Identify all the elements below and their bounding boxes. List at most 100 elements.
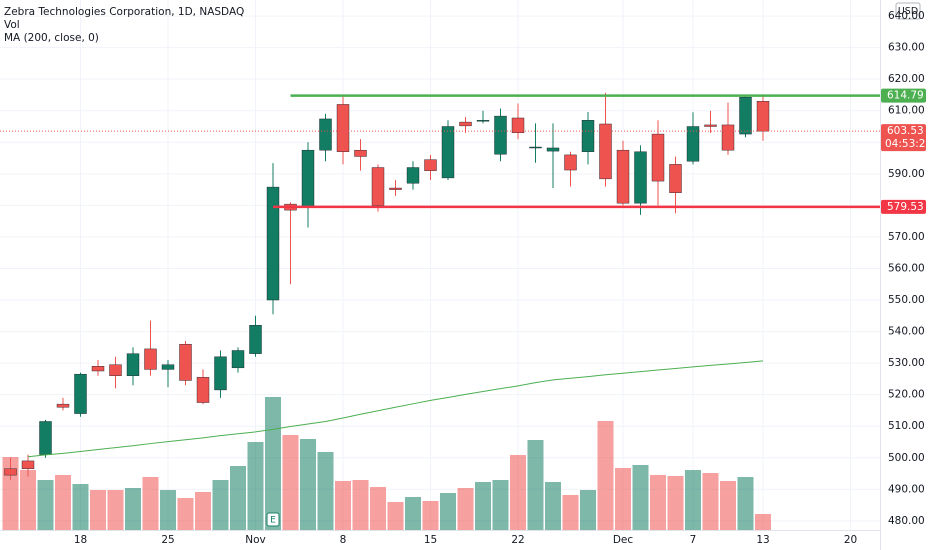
- y-tick-label: 540.00: [888, 326, 925, 338]
- volume-bar: [247, 442, 264, 530]
- candle-body: [651, 133, 665, 182]
- candle-body: [161, 364, 175, 370]
- volume-bar: [702, 473, 719, 530]
- last-price-tag: [881, 124, 926, 152]
- volume-bar: [737, 477, 754, 530]
- x-tick-label: 13: [756, 534, 769, 546]
- x-tick-label: 25: [161, 534, 174, 546]
- volume-bar: [755, 514, 771, 530]
- candle-body: [301, 149, 315, 208]
- volume-bar: [20, 470, 36, 530]
- volume-bar: [405, 497, 421, 530]
- y-tick-label: 480.00: [888, 515, 925, 527]
- candle-body: [196, 377, 210, 403]
- volume-bar: [352, 480, 369, 530]
- countdown: 04:53:26: [885, 138, 932, 150]
- volume-bar: [650, 475, 666, 530]
- volume-bar: [300, 439, 316, 530]
- candle-body: [686, 126, 700, 162]
- candle-body: [739, 96, 752, 135]
- level-price: 614.79: [887, 90, 924, 102]
- volume-bar: [685, 470, 701, 530]
- candle-body: [634, 151, 647, 204]
- candle-body: [56, 403, 70, 408]
- candle-body: [371, 167, 385, 206]
- x-tick-label: 15: [424, 534, 437, 546]
- volume-bar: [55, 475, 71, 530]
- x-tick-label: 20: [844, 534, 857, 546]
- candle-body: [529, 146, 542, 149]
- volume-pane: [2, 397, 771, 530]
- x-tick-label: Nov: [245, 534, 266, 546]
- candle-body: [354, 149, 367, 157]
- volume-bar: [90, 490, 106, 530]
- candle-body: [424, 159, 437, 171]
- level-price-tag: [881, 199, 926, 214]
- candle-body: [109, 364, 122, 376]
- volume-bar: [562, 495, 579, 530]
- candle-body: [406, 167, 420, 184]
- volume-bar: [370, 487, 386, 530]
- candle-body: [546, 147, 560, 152]
- y-tick-label: 630.00: [888, 42, 925, 54]
- volume-bar: [475, 482, 491, 530]
- volume-bar: [195, 492, 211, 530]
- candle-body: [214, 356, 227, 391]
- price-pane: [0, 92, 880, 480]
- volume-bar: [457, 488, 474, 530]
- volume-bar: [230, 466, 246, 530]
- volume-bar: [72, 484, 89, 530]
- x-tick-label: Dec: [613, 534, 634, 546]
- candle-body: [756, 101, 770, 132]
- candle-body: [39, 421, 52, 455]
- candle-body: [249, 325, 262, 354]
- y-tick-label: 490.00: [888, 483, 925, 495]
- volume-bar: [37, 480, 54, 530]
- y-tick-label: 640.00: [888, 10, 925, 22]
- volume-bar: [142, 477, 159, 530]
- volume-bar: [580, 490, 596, 530]
- ma-legend: MA (200, close, 0): [4, 32, 99, 44]
- y-tick-label: 620.00: [888, 73, 925, 85]
- y-tick-label: 610.00: [888, 105, 925, 117]
- candle-body: [266, 186, 280, 301]
- volume-bar: [265, 397, 281, 530]
- volume-bar: [282, 435, 299, 530]
- x-tick-label: 22: [511, 534, 524, 546]
- volume-bar: [107, 490, 124, 530]
- candle-body: [616, 149, 630, 204]
- volume-bar: [212, 480, 229, 530]
- y-tick-label: 510.00: [888, 420, 925, 432]
- candle-body: [721, 124, 735, 151]
- y-tick-label: 530.00: [888, 357, 925, 369]
- candle-body: [231, 350, 245, 369]
- earnings-marker: E: [270, 516, 276, 526]
- candle-body: [179, 343, 192, 381]
- candle-body: [494, 115, 507, 155]
- volume-bar: [160, 490, 176, 530]
- candle-body: [74, 373, 87, 414]
- ma-line: [27, 360, 764, 458]
- currency-box[interactable]: [895, 2, 921, 20]
- x-tick-label: 8: [340, 534, 347, 546]
- candle-body: [476, 119, 490, 122]
- candle-body: [21, 460, 35, 469]
- candle-body: [144, 348, 157, 370]
- volume-bar: [545, 482, 561, 530]
- x-tick-label: 7: [690, 534, 697, 546]
- candle-body: [389, 187, 402, 190]
- volume-bar: [335, 481, 351, 530]
- volume-bar: [177, 498, 194, 530]
- volume-bar: [440, 493, 456, 530]
- volume-bar: [597, 421, 614, 530]
- candle-body: [459, 121, 472, 127]
- candle-body: [564, 154, 577, 171]
- y-tick-label: 500.00: [888, 452, 925, 464]
- volume-bar: [667, 476, 684, 530]
- level-price: 579.53: [887, 201, 924, 213]
- y-tick-label: 520.00: [888, 389, 925, 401]
- earnings-badge: [266, 512, 280, 527]
- candle-body: [704, 124, 717, 127]
- volume-bar: [422, 501, 439, 530]
